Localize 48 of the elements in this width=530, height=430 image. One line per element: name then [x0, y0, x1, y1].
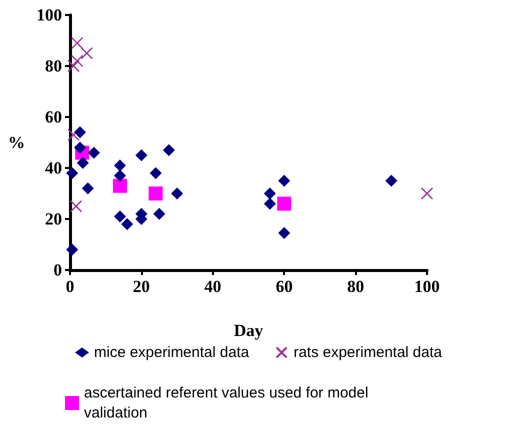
point: [112, 178, 127, 193]
point: [74, 126, 86, 138]
point: [82, 182, 94, 194]
point: [67, 60, 80, 72]
point: [135, 149, 148, 162]
legend-label: ascertained referent values used for model validation: [84, 384, 372, 422]
y-tick-label: 40: [45, 158, 62, 178]
point: [67, 128, 80, 141]
point: [74, 142, 86, 154]
y-axis-title: %: [8, 133, 25, 152]
x-tick-label: 20: [132, 277, 150, 296]
point: [114, 210, 126, 222]
point: [88, 146, 100, 159]
point: [150, 167, 162, 180]
point: [70, 36, 84, 50]
point: [80, 47, 93, 60]
x-tick-label: 0: [66, 277, 74, 296]
point: [121, 218, 134, 230]
x-tick-label: 100: [414, 277, 440, 296]
point: [278, 227, 290, 240]
x-tick-label: 40: [204, 277, 222, 296]
y-tick-label: 0: [54, 260, 62, 280]
point: [114, 159, 126, 172]
y-tick-label: 20: [45, 210, 62, 228]
legend-label: mice experimental data: [94, 344, 250, 361]
point: [153, 208, 166, 220]
y-tick-label: 80: [45, 56, 62, 76]
legend-label: rats experimental data: [294, 344, 443, 361]
point: [264, 198, 276, 210]
point: [420, 187, 434, 200]
y-tick-label: 100: [36, 6, 62, 24]
x-axis-title: Day: [234, 321, 264, 340]
point: [70, 200, 82, 212]
point: [114, 170, 126, 182]
point: [76, 156, 89, 169]
point: [148, 186, 163, 200]
point: [66, 167, 78, 180]
x-tick-label: 80: [347, 277, 364, 296]
point: [278, 174, 290, 187]
point: [70, 54, 84, 68]
point: [385, 174, 398, 187]
point: [277, 196, 292, 211]
point: [264, 188, 276, 200]
point: [66, 244, 78, 256]
x-tick-label: 60: [276, 277, 293, 296]
point: [162, 144, 175, 156]
point: [171, 188, 184, 200]
y-tick-label: 60: [45, 108, 62, 126]
